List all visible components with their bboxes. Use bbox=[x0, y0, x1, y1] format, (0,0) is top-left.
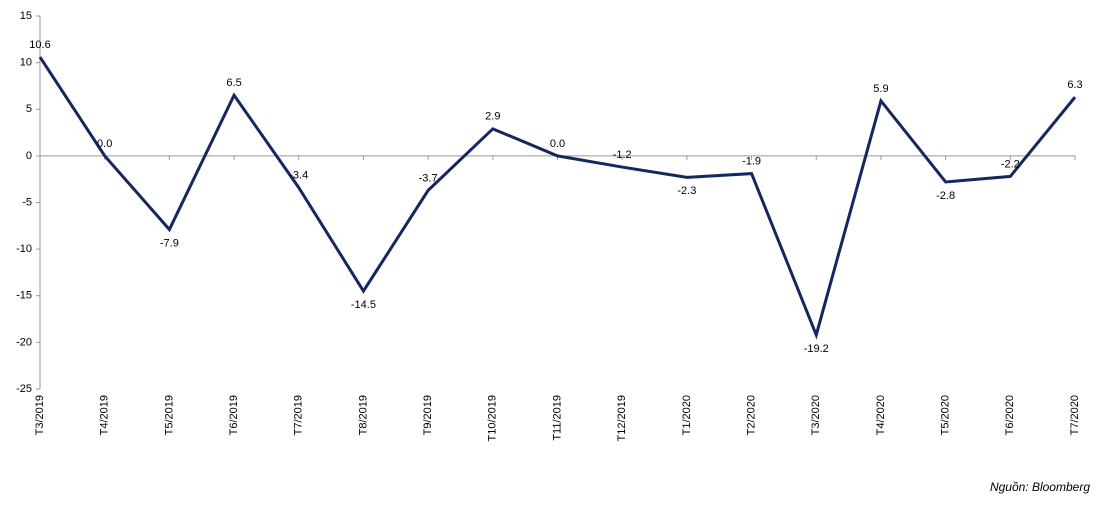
x-tick-label: T3/2019 bbox=[34, 395, 46, 435]
data-label: -7.9 bbox=[160, 237, 179, 249]
data-label: 10.6 bbox=[29, 39, 50, 51]
y-tick-label: 5 bbox=[26, 103, 32, 115]
x-tick-label: T4/2020 bbox=[875, 395, 887, 435]
data-label: 6.5 bbox=[226, 77, 241, 89]
x-tick-label: T10/2019 bbox=[487, 395, 499, 441]
x-tick-label: T1/2020 bbox=[681, 395, 693, 435]
x-tick-label: T6/2020 bbox=[1004, 395, 1016, 435]
data-label: -1.9 bbox=[742, 155, 761, 167]
x-tick-label: T6/2019 bbox=[228, 395, 240, 435]
x-tick-label: T5/2020 bbox=[940, 395, 952, 435]
x-tick-label: T7/2020 bbox=[1069, 395, 1081, 435]
x-tick-label: T12/2019 bbox=[616, 395, 628, 441]
x-tick-label: T8/2019 bbox=[357, 395, 369, 435]
data-label: 0.0 bbox=[97, 138, 112, 150]
data-label: -14.5 bbox=[351, 299, 376, 311]
data-label: -2.3 bbox=[677, 185, 696, 197]
data-label: 2.9 bbox=[485, 111, 500, 123]
data-label: -3.4 bbox=[289, 169, 308, 181]
x-tick-label: T3/2020 bbox=[810, 395, 822, 435]
y-tick-label: 15 bbox=[20, 10, 32, 22]
data-label: 5.9 bbox=[873, 83, 888, 95]
data-label: -2.8 bbox=[936, 190, 955, 202]
y-tick-label: 0 bbox=[26, 150, 32, 162]
data-line bbox=[38, 56, 1077, 340]
data-label: -1.2 bbox=[613, 149, 632, 161]
y-tick-label: -10 bbox=[16, 243, 32, 255]
x-tick-label: T7/2019 bbox=[293, 395, 305, 435]
x-tick-label: T11/2019 bbox=[551, 395, 563, 441]
x-tick-label: T5/2019 bbox=[163, 395, 175, 435]
data-label: 6.3 bbox=[1067, 79, 1082, 91]
y-tick-label: -15 bbox=[16, 290, 32, 302]
data-label: -19.2 bbox=[804, 343, 829, 355]
y-tick-label: 10 bbox=[20, 57, 32, 69]
x-tick-label: T4/2019 bbox=[99, 395, 111, 435]
y-tick-label: -5 bbox=[22, 196, 32, 208]
x-tick-label: T2/2020 bbox=[745, 395, 757, 435]
x-tick-label: T9/2019 bbox=[422, 395, 434, 435]
data-label: 0.0 bbox=[550, 138, 565, 150]
data-label: -3.7 bbox=[419, 172, 438, 184]
y-tick-label: -25 bbox=[16, 383, 32, 395]
y-tick-label: -20 bbox=[16, 336, 32, 348]
data-label: -2.2 bbox=[1001, 158, 1020, 170]
source-note: Nguồn: Bloomberg bbox=[990, 480, 1090, 494]
